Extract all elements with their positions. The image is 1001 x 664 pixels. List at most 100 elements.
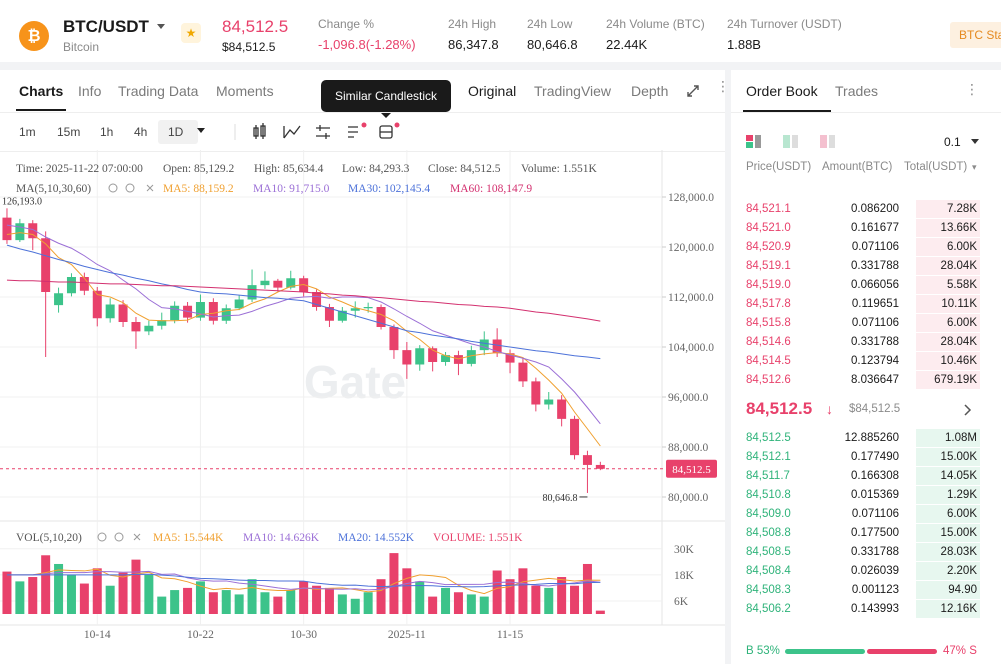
volume-bar (415, 581, 425, 614)
sell-bar (866, 649, 937, 654)
volume-bar (41, 555, 51, 614)
book-amount: 0.161677 (851, 222, 899, 234)
sort-icon[interactable]: ▾ (972, 162, 977, 172)
volume-bar (402, 568, 412, 614)
depth-shade (916, 295, 980, 313)
favorite-star[interactable]: ★ (181, 23, 201, 43)
book-price: 84,506.2 (746, 603, 791, 615)
chevron[interactable] (964, 404, 972, 416)
volume-bar (118, 572, 128, 614)
volume-bar (66, 574, 76, 614)
y-tick-label: 120,000.0 (668, 242, 714, 254)
book-price: 84,508.8 (746, 527, 791, 539)
book-amount: 0.177490 (851, 451, 899, 463)
interval[interactable]: 4h (134, 125, 148, 139)
candle-body (337, 310, 347, 321)
volume-bar (15, 581, 25, 614)
ma-line (6, 224, 601, 425)
candle-body (234, 299, 244, 309)
candle-body (453, 355, 463, 364)
max-label: 126,193.0 (2, 196, 42, 207)
dropdown-icon[interactable] (156, 23, 166, 31)
book-price: 84,511.7 (746, 470, 790, 482)
book-total: 10.11K (941, 298, 977, 310)
trades-tab[interactable]: Trades (835, 83, 879, 99)
active-tab-underline (16, 109, 66, 111)
more-icon[interactable]: ⋮ (716, 78, 730, 94)
interval-dropdown[interactable] (196, 127, 206, 135)
depth-shade (916, 581, 980, 599)
book-total: 679.19K (934, 374, 977, 386)
column-header: Total(USDT) (904, 161, 968, 173)
kline-chart: Gate 128,000.0 120,000.0 112,000.0 104,000.… (0, 150, 725, 641)
x-tick-label: 2025-11 (388, 629, 426, 641)
stat-label: 24h Turnover (USDT) (727, 17, 842, 31)
book-total: 2.20K (946, 565, 977, 577)
volume-bar (428, 596, 438, 614)
candle-body (479, 339, 489, 351)
min-label: 80,646.8 (542, 493, 577, 504)
book-total: 10.46K (940, 355, 977, 367)
volume-bar (350, 598, 360, 614)
book-total: 12.16K (940, 603, 977, 615)
y-tick-label: 88,000.0 (668, 442, 709, 454)
chart-tools[interactable] (230, 120, 410, 144)
volume-bar (337, 594, 347, 614)
watermark: Gate (304, 356, 406, 408)
chart-view[interactable]: TradingView (534, 83, 612, 99)
book-price: 84,519.1 (746, 260, 791, 272)
book-amount: 0.119651 (851, 298, 899, 310)
y-tick-label: 96,000.0 (668, 392, 709, 404)
volume-bar (595, 610, 605, 614)
chart-tab[interactable]: Trading Data (118, 83, 199, 99)
interval[interactable]: 1D (168, 125, 184, 139)
candle-body (441, 355, 451, 362)
book-amount: 0.086200 (851, 203, 899, 215)
ma-info: MA5: 88,159.2 (163, 183, 234, 195)
volume-bar (324, 587, 334, 614)
interval[interactable]: 15m (57, 125, 81, 139)
book-price: 84,508.3 (746, 584, 791, 596)
mid-price: 84,512.5 (746, 399, 813, 418)
volume-bar (221, 590, 231, 614)
volume-bar (441, 587, 451, 614)
depth-shade (916, 314, 980, 332)
depth-shade (916, 562, 980, 580)
interval[interactable]: 1m (19, 125, 36, 139)
candle-body (92, 290, 102, 319)
interval[interactable]: 1h (100, 125, 114, 139)
last-price-usd: $84,512.5 (222, 40, 276, 54)
chart-view[interactable]: Depth (631, 83, 669, 99)
stat-value: -1,096.8(-1.28%) (318, 37, 416, 52)
book-mode-icons[interactable] (746, 134, 856, 150)
expand-icon[interactable] (686, 84, 700, 98)
chart-tab[interactable]: Info (78, 83, 102, 99)
buy-ratio: B 53% (746, 645, 780, 657)
info-button[interactable]: BTC Sta (950, 22, 1001, 48)
candle-body (492, 339, 502, 354)
volume-bar (92, 568, 102, 614)
order-book-panel: Order Book Trades ⋮ 0.1 Price(USDT) Amou… (731, 70, 1001, 664)
more-icon[interactable]: ⋮ (965, 81, 979, 97)
y-tick-label: 128,000.0 (668, 192, 714, 204)
book-price: 84,515.8 (746, 317, 791, 329)
candle-body (118, 304, 128, 322)
svg-text:₿: ₿ (27, 26, 40, 45)
stat-label: 24h Volume (BTC) (606, 17, 705, 31)
book-amount: 0.123794 (851, 355, 899, 367)
precision-dropdown[interactable] (971, 139, 979, 145)
pair[interactable]: BTC/USDT (63, 17, 149, 36)
volume-ma-line (6, 573, 601, 588)
chart-tab[interactable]: Moments (216, 83, 274, 99)
order-book-tab[interactable]: Order Book (746, 83, 818, 99)
stat-label: Change % (318, 17, 375, 31)
chart-tab[interactable]: Charts (19, 83, 64, 99)
chart-view[interactable]: Original (468, 83, 517, 99)
book-total: 14.05K (940, 470, 977, 482)
precision[interactable]: 0.1 (944, 135, 961, 149)
ma-info: MA60: 108,147.9 (450, 183, 532, 195)
header: ₿ BTC/USDT Bitcoin ★ 84,512.5 $84,512.5 … (0, 0, 1001, 62)
book-price: 84,510.8 (746, 489, 791, 501)
volume-bar (453, 592, 463, 614)
candle-body (28, 223, 38, 239)
